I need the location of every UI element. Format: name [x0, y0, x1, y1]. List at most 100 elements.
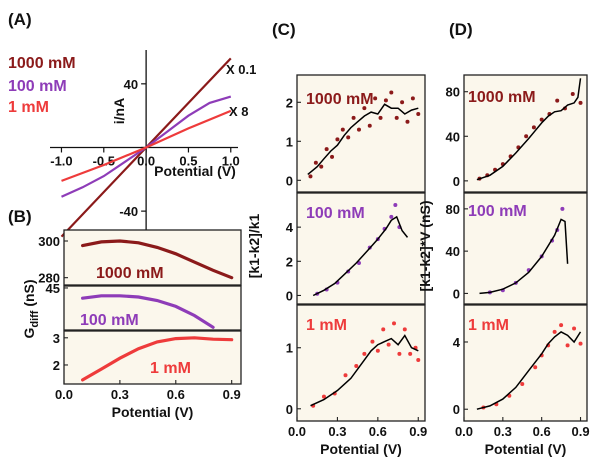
data-point: [572, 326, 577, 331]
data-point: [520, 382, 525, 387]
x-tick-label: 0.3: [494, 424, 512, 439]
x-tick-label: 0.0: [288, 424, 306, 439]
data-point: [313, 160, 318, 165]
data-point: [570, 91, 575, 96]
x-tick-label: 1.0: [222, 153, 240, 168]
data-point: [578, 341, 583, 346]
y-tick-label: 80: [446, 85, 460, 100]
data-point: [402, 327, 407, 332]
fit-line: [479, 218, 569, 295]
y-tick-label: 0: [286, 173, 293, 188]
x-tick-label: 0.0: [55, 387, 73, 402]
data-point: [378, 115, 383, 120]
data-point: [389, 214, 394, 219]
data-point: [578, 100, 583, 105]
y-tick-label: 0: [453, 174, 460, 189]
x-tick-label: 0.5: [179, 153, 197, 168]
y-tick-label: 80: [446, 202, 460, 217]
data-point: [324, 147, 329, 152]
panel-label: (B): [8, 207, 32, 226]
data-point: [405, 119, 410, 124]
subplot: 45 100 mM: [46, 281, 242, 331]
y-tick-label: 4: [286, 220, 294, 235]
data-point: [565, 343, 570, 348]
subplot: 0 40 80 1000 mM: [446, 74, 588, 193]
data-point: [560, 206, 565, 211]
y-tick-label: 40: [446, 244, 460, 259]
y-tick-label: 280: [38, 271, 60, 286]
fit-line: [312, 215, 409, 297]
x-tick-label: -0.5: [93, 153, 115, 168]
x-tick-label: 0.9: [223, 387, 241, 402]
x-tick-label: 0.6: [167, 387, 185, 402]
subplot: 0 40 80 100 mM: [446, 192, 588, 305]
data-point: [367, 123, 372, 128]
data-point: [386, 342, 391, 347]
series-line: [61, 109, 232, 182]
y-tick-label: 40: [446, 129, 460, 144]
data-point: [321, 394, 326, 399]
y-tick-label: -40: [119, 204, 138, 219]
data-point: [555, 98, 560, 103]
data-point: [393, 202, 398, 207]
legend-entry: 1000 mM: [8, 55, 76, 72]
data-point: [539, 117, 544, 122]
data-point: [308, 174, 313, 179]
series-label: 1000 mM: [96, 265, 164, 282]
panel-label: (D): [449, 20, 473, 39]
subplot: 280 300 1000 mM: [38, 229, 242, 286]
fit-line: [307, 103, 419, 175]
legend-entry: 100 mM: [8, 78, 67, 95]
panel-d: (D) 0 40 80 1000 mM 0 40 80 100 mM 0 4 1 mM 0.0 0.3 0.…: [417, 20, 590, 457]
data-point: [410, 96, 415, 101]
y-tick-label: 0: [286, 402, 293, 417]
series-label: 100 mM: [468, 203, 527, 220]
data-point: [531, 125, 536, 130]
subplot: 0 2 4 100 mM: [286, 192, 426, 305]
panel-label-a: (A): [8, 10, 32, 29]
data-point: [335, 137, 340, 142]
y-tick-label: 2: [53, 358, 60, 373]
x-tick-label: 0.3: [111, 387, 129, 402]
y-tick-label: 0: [453, 402, 460, 417]
y-tick-label: 4: [453, 335, 461, 350]
data-point: [394, 115, 399, 120]
data-point: [343, 373, 348, 378]
series-label: 1 mM: [150, 360, 191, 377]
fit-line: [476, 78, 582, 181]
panel-b: (B) 280 300 1000 mM 45 100 mM 2 3 1 mM 0.0 0.3 0.6 0…: [8, 207, 242, 420]
data-point: [319, 164, 324, 169]
y-tick-label: 0: [453, 286, 460, 301]
x-tick-label: 0.0: [137, 153, 155, 168]
data-curve: [80, 294, 215, 329]
data-point: [356, 127, 361, 132]
annotation-x8: X 8: [229, 104, 249, 119]
subplot-frame: [63, 229, 242, 286]
y-tick-label: 40: [124, 77, 138, 92]
y-tick-label: 2: [286, 254, 293, 269]
y-tick-label: 1: [286, 341, 293, 356]
series-label: 100 mM: [306, 205, 365, 222]
data-point: [389, 90, 394, 95]
data-point: [330, 154, 335, 159]
x-tick-label: 0.9: [571, 424, 589, 439]
subplot: 2 3 1 mM: [53, 330, 242, 385]
annotation-x01: X 0.1: [226, 62, 256, 77]
data-point: [373, 96, 378, 101]
fit-line: [476, 331, 582, 410]
subplot: 0 1 2 1000 mM: [286, 74, 426, 193]
x-tick-label: 0.9: [409, 424, 427, 439]
data-point: [362, 106, 367, 111]
subplot: 0 4 1 mM: [453, 304, 588, 422]
y-tick-label: 45: [46, 281, 60, 296]
y-tick-label: 300: [38, 234, 60, 249]
x-tick-label: 0.6: [369, 424, 387, 439]
x-axis-label: Potential (V): [154, 163, 236, 179]
data-point: [559, 323, 564, 328]
data-point: [340, 127, 345, 132]
data-point: [408, 351, 413, 356]
series-label: 1 mM: [306, 317, 347, 334]
data-point: [533, 365, 538, 370]
data-point: [416, 112, 421, 116]
